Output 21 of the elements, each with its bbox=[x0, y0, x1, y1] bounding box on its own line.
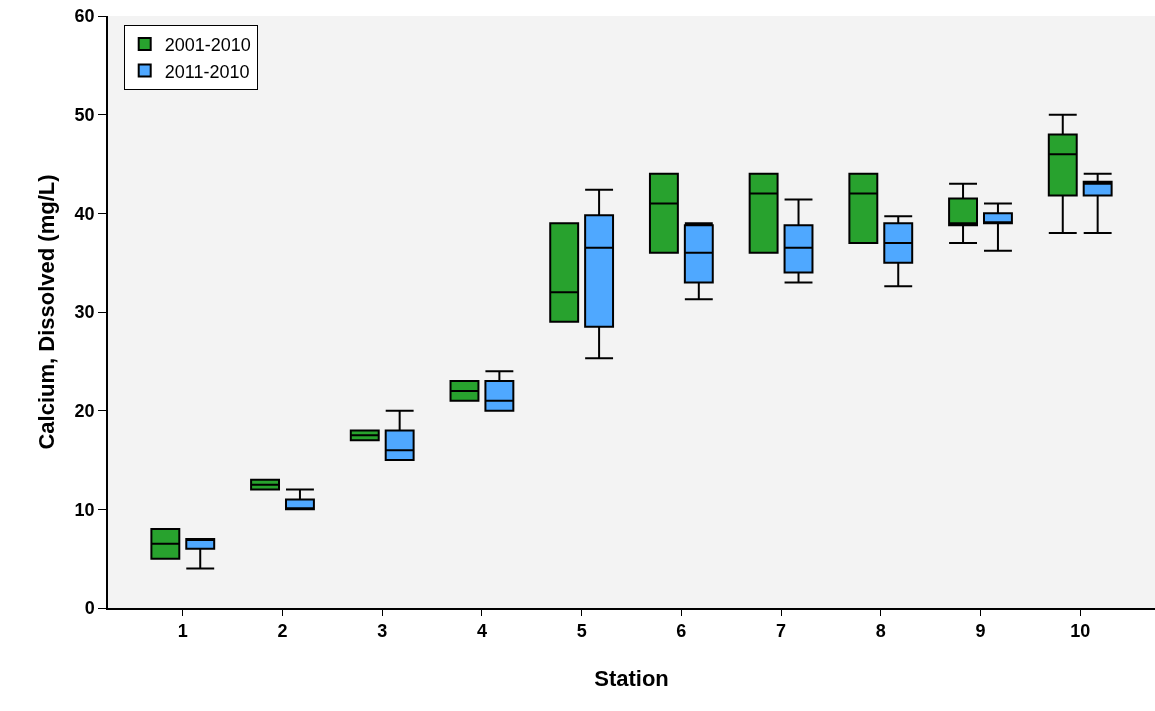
y-tick-label: 60 bbox=[74, 6, 95, 27]
x-tick-label: 4 bbox=[476, 621, 487, 642]
x-tick-label: 6 bbox=[676, 621, 687, 642]
x-tick-label: 2 bbox=[277, 621, 288, 642]
x-tick-label: 10 bbox=[1070, 621, 1091, 642]
x-tick-label: 5 bbox=[576, 621, 587, 642]
x-tick-label: 1 bbox=[177, 621, 188, 642]
x-tick-label: 3 bbox=[377, 621, 388, 642]
y-tick-label: 20 bbox=[74, 400, 95, 421]
legend-label: 2001-2010 bbox=[164, 35, 251, 56]
y-tick-label: 0 bbox=[84, 598, 95, 619]
y-axis-title: Calcium, Dissolved (mg/L) bbox=[33, 174, 59, 450]
y-tick-label: 30 bbox=[74, 302, 95, 323]
x-tick-label: 9 bbox=[975, 621, 986, 642]
legend-label: 2011-2010 bbox=[164, 61, 250, 82]
y-tick-label: 50 bbox=[74, 104, 95, 125]
x-tick-label: 8 bbox=[875, 621, 886, 642]
y-tick-label: 40 bbox=[74, 203, 95, 224]
y-tick-label: 10 bbox=[74, 499, 95, 520]
x-tick-label: 7 bbox=[776, 621, 787, 642]
x-axis-title: Station bbox=[594, 665, 669, 691]
